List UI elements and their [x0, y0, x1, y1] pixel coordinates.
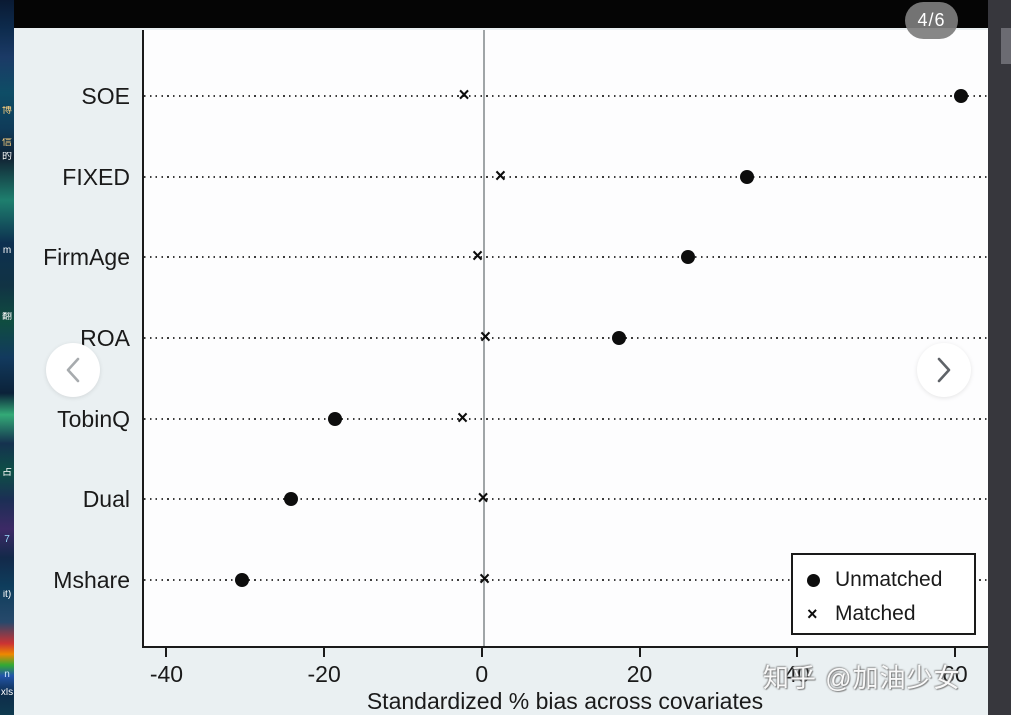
x-axis-tick — [480, 648, 483, 657]
desktop-edge-strip: 博信的 m 翻占 7 it) n xls — [0, 0, 14, 715]
matched-marker: × — [471, 246, 484, 268]
legend-item: × Matched — [807, 597, 974, 631]
category-gridline — [144, 256, 990, 259]
unmatched-marker — [740, 169, 755, 184]
x-axis: -40 -20 0 20 40 60 — [142, 648, 988, 688]
x-tick-label: 40 — [784, 661, 810, 687]
matched-marker: × — [494, 165, 506, 187]
category-gridline — [144, 417, 990, 420]
unmatched-marker — [327, 411, 342, 426]
page-indicator-badge: 4/6 — [905, 2, 958, 39]
matched-marker: × — [458, 85, 470, 107]
category-gridline — [144, 95, 990, 97]
category-gridline — [144, 175, 990, 178]
unmatched-marker — [283, 492, 298, 507]
unmatched-marker — [681, 250, 696, 265]
x-axis-tick — [953, 648, 956, 657]
top-bar — [14, 0, 1011, 28]
x-axis-title: Standardized % bias across covariates — [366, 688, 764, 714]
y-axis-label: Dual — [82, 486, 130, 513]
legend-label: Unmatched — [835, 568, 943, 591]
x-axis-tick — [638, 648, 641, 657]
unmatched-marker — [234, 573, 249, 588]
x-tick-label: -40 — [149, 661, 184, 687]
desktop-strip-fragment: n — [4, 670, 10, 680]
x-tick-label: 60 — [942, 661, 968, 687]
next-image-button[interactable] — [917, 343, 971, 397]
plot-area: × × × × × × × — [142, 30, 990, 648]
x-tick-label: 0 — [475, 661, 489, 687]
desktop-strip-fragment: 博 — [2, 106, 12, 116]
previous-image-button[interactable] — [46, 343, 100, 397]
legend-x-icon: × — [807, 604, 818, 624]
desktop-strip-fragment: xls — [0, 688, 14, 698]
unmatched-marker — [611, 331, 626, 345]
x-tick-label: -20 — [307, 661, 341, 687]
desktop-strip-fragment: 7 — [4, 535, 10, 545]
x-axis-tick — [323, 648, 326, 657]
y-axis-label: ROA — [80, 325, 130, 351]
category-gridline — [144, 579, 990, 582]
desktop-strip-fragment: it) — [2, 590, 12, 600]
legend-label: Matched — [835, 602, 916, 625]
y-axis-label: Mshare — [53, 567, 130, 594]
legend-item: Unmatched — [807, 563, 974, 597]
desktop-strip-fragment: 的 — [2, 152, 12, 162]
y-axis-label: TobinQ — [57, 405, 130, 432]
category-gridline — [144, 498, 990, 501]
desktop-strip-fragment: 信 — [2, 138, 12, 148]
right-edge-panel — [988, 0, 1011, 715]
y-axis-label: FirmAge — [43, 244, 130, 271]
category-gridline — [144, 337, 990, 339]
matched-marker: × — [477, 488, 489, 510]
desktop-strip-fragment: m — [2, 246, 12, 256]
legend: Unmatched × Matched — [791, 553, 976, 635]
chevron-right-icon — [937, 357, 951, 383]
zero-reference-line — [482, 30, 485, 646]
matched-marker: × — [456, 407, 469, 429]
legend-circle-icon — [807, 573, 835, 587]
watermark: 知乎 @加油少女 — [763, 663, 961, 693]
matched-marker: × — [479, 327, 491, 349]
scrollbar-thumb[interactable] — [1001, 28, 1011, 64]
x-axis-tick — [165, 648, 168, 657]
desktop-strip-fragment: 占 — [2, 468, 12, 478]
unmatched-marker — [953, 89, 968, 103]
x-tick-label: 20 — [626, 661, 653, 687]
x-axis-tick — [796, 648, 799, 657]
matched-marker: × — [479, 569, 491, 591]
y-axis-label: FIXED — [62, 163, 130, 190]
chevron-left-icon — [66, 357, 80, 383]
y-axis-label: SOE — [81, 83, 130, 109]
desktop-strip-fragment: 翻 — [2, 312, 12, 322]
